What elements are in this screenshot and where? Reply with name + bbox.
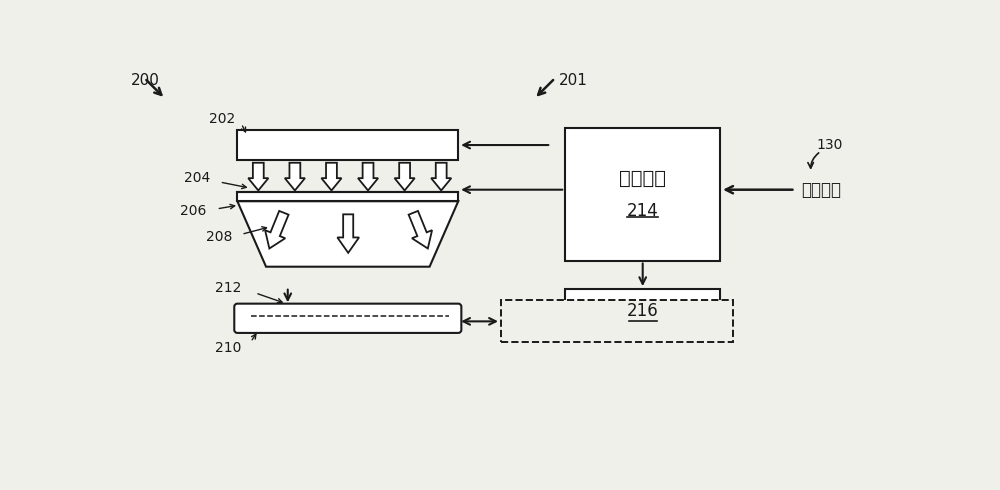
Text: 210: 210 [215, 341, 241, 355]
Text: 工具控制: 工具控制 [619, 170, 666, 189]
Bar [237, 192, 458, 201]
Polygon shape [409, 211, 432, 248]
Polygon shape [265, 211, 289, 248]
FancyBboxPatch shape [234, 304, 461, 333]
Text: 130: 130 [816, 138, 843, 152]
Polygon shape [321, 163, 342, 191]
Text: 214: 214 [627, 202, 659, 220]
Bar [565, 128, 720, 261]
Text: 216: 216 [627, 302, 659, 320]
Polygon shape [237, 201, 458, 267]
Text: 201: 201 [559, 73, 588, 88]
Polygon shape [358, 163, 378, 191]
Bar [501, 300, 733, 342]
Polygon shape [337, 214, 359, 253]
Bar [237, 130, 458, 160]
Polygon shape [285, 163, 305, 191]
Polygon shape [395, 163, 415, 191]
Text: 206: 206 [180, 204, 206, 218]
Text: 200: 200 [131, 73, 160, 88]
Text: 生产配方: 生产配方 [801, 181, 841, 199]
Text: 212: 212 [215, 281, 241, 295]
Text: 202: 202 [209, 112, 235, 126]
Text: 208: 208 [206, 230, 232, 245]
Text: 204: 204 [184, 171, 210, 185]
Polygon shape [431, 163, 451, 191]
Bar [565, 289, 720, 334]
Polygon shape [248, 163, 268, 191]
